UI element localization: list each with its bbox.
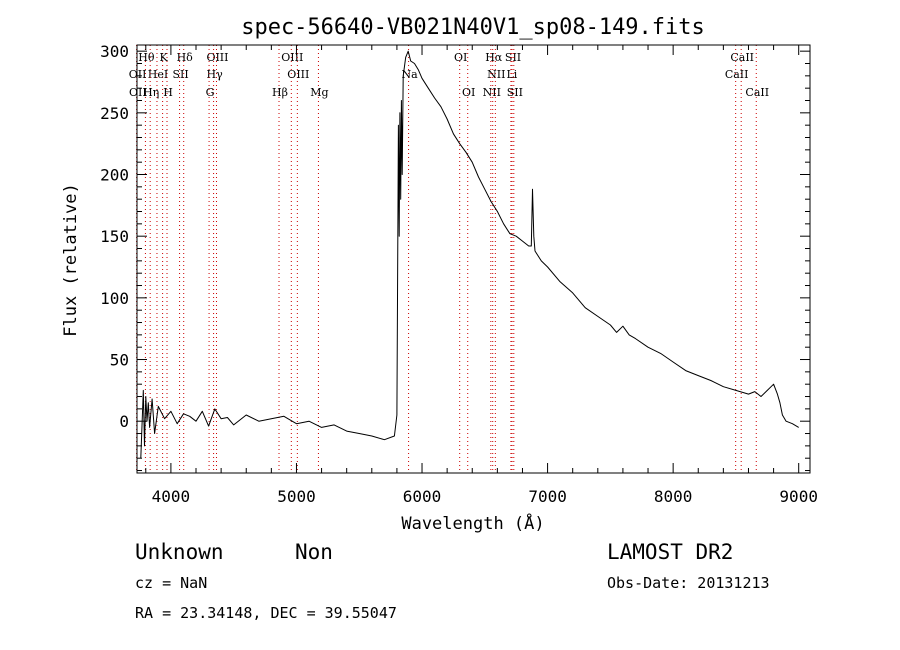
- obs-date: Obs-Date: 20131213: [607, 574, 770, 592]
- marker-label-22: Hβ: [272, 86, 288, 99]
- plot-frame: [136, 44, 811, 474]
- marker-label-12: Hγ: [207, 68, 224, 81]
- marker-label-16: Li: [507, 68, 518, 81]
- y-tick-label-250: 250: [100, 104, 129, 123]
- marker-label-23: Mg: [310, 86, 328, 99]
- marker-label-8: CaII: [730, 51, 754, 64]
- marker-label-17: CaII: [725, 68, 749, 81]
- class-label: Unknown: [135, 540, 224, 564]
- marker-label-7: SII: [505, 51, 521, 64]
- spectrum-line: [140, 50, 799, 459]
- marker-label-19: Hη: [143, 86, 159, 99]
- marker-label-2: Hδ: [177, 51, 194, 64]
- survey-label: LAMOST DR2: [607, 540, 734, 564]
- marker-label-13: OIII: [287, 68, 309, 81]
- axes: 4000 5000 6000 7000 8000 9000 0 50 100 150 200 250 3…: [100, 42, 818, 506]
- chart-title: spec-56640-VB021N40V1_sp08-149.fits: [241, 15, 705, 40]
- marker-label-24: OI: [462, 86, 475, 99]
- x-tick-label-8000: 8000: [654, 487, 693, 506]
- marker-label-27: CaII: [745, 86, 769, 99]
- marker-label-15: NII: [487, 68, 505, 81]
- x-tick-label-9000: 9000: [779, 487, 818, 506]
- x-tick-label-5000: 5000: [277, 487, 316, 506]
- x-tick-label-6000: 6000: [403, 487, 442, 506]
- marker-label-21: G: [206, 86, 215, 99]
- marker-label-26: SII: [507, 86, 523, 99]
- marker-label-10: HeI: [148, 68, 168, 81]
- x-tick-label-4000: 4000: [152, 487, 191, 506]
- marker-label-6: Hα: [485, 51, 503, 64]
- marker-label-9: OII: [129, 68, 147, 81]
- y-tick-label-150: 150: [100, 227, 129, 246]
- y-tick-label-300: 300: [100, 42, 129, 61]
- marker-label-18: OII: [129, 86, 147, 99]
- cz-value: cz = NaN: [135, 574, 208, 592]
- marker-label-4: OIII: [281, 51, 303, 64]
- marker-label-0: Hθ: [138, 51, 155, 64]
- marker-label-20: H: [163, 86, 173, 99]
- y-tick-label-0: 0: [119, 412, 129, 431]
- marker-label-11: SII: [172, 68, 188, 81]
- spectrum-series-0: [140, 50, 799, 459]
- coordinates: RA = 23.34148, DEC = 39.55047: [135, 604, 397, 622]
- marker-label-25: NII: [483, 86, 501, 99]
- y-tick-label-50: 50: [110, 351, 129, 370]
- x-axis-label: Wavelength (Å): [401, 512, 544, 534]
- y-tick-label-200: 200: [100, 166, 129, 185]
- subclass-label: Non: [295, 540, 333, 564]
- x-tick-label-7000: 7000: [528, 487, 567, 506]
- marker-label-5: OI: [454, 51, 467, 64]
- marker-label-14: Na: [401, 68, 418, 81]
- y-axis-label: Flux (relative): [61, 183, 81, 337]
- marker-label-1: K: [160, 51, 169, 64]
- y-tick-label-100: 100: [100, 289, 129, 308]
- marker-label-3: OIII: [206, 51, 228, 64]
